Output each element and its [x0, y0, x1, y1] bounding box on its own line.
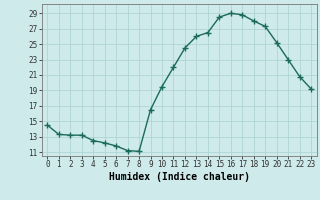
X-axis label: Humidex (Indice chaleur): Humidex (Indice chaleur)	[109, 172, 250, 182]
